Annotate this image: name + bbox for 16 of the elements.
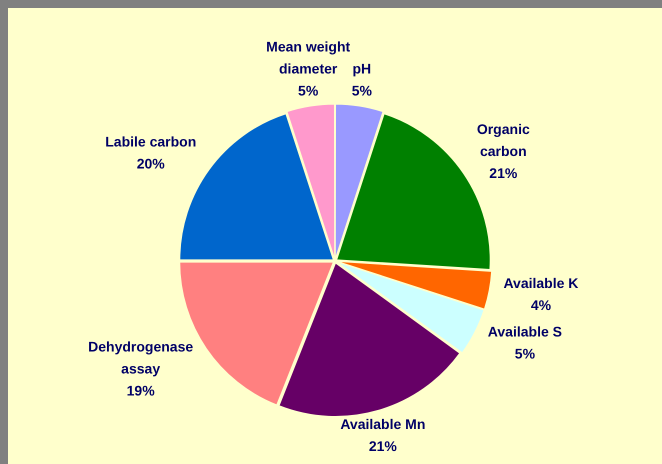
slice-label: Dehydrogenase assay [88, 338, 194, 377]
data-label: 5% [352, 82, 372, 99]
slice-label: Labile carbon [105, 134, 196, 150]
slice-label: pH [352, 60, 372, 77]
data-label: 20% [136, 156, 166, 172]
data-label: 21% [368, 438, 398, 454]
data-label: 4% [530, 297, 552, 314]
slice-label: Available Mn [340, 416, 426, 432]
data-label: 5% [514, 346, 536, 362]
data-label: 21% [489, 165, 518, 182]
slice-label: Mean weight diameter [266, 38, 351, 77]
data-label: 19% [126, 382, 156, 399]
data-label: 5% [298, 82, 319, 99]
slice-label: Organic carbon [476, 121, 530, 160]
slice-label: Available K [503, 275, 578, 292]
slice-label: Available S [488, 324, 562, 340]
